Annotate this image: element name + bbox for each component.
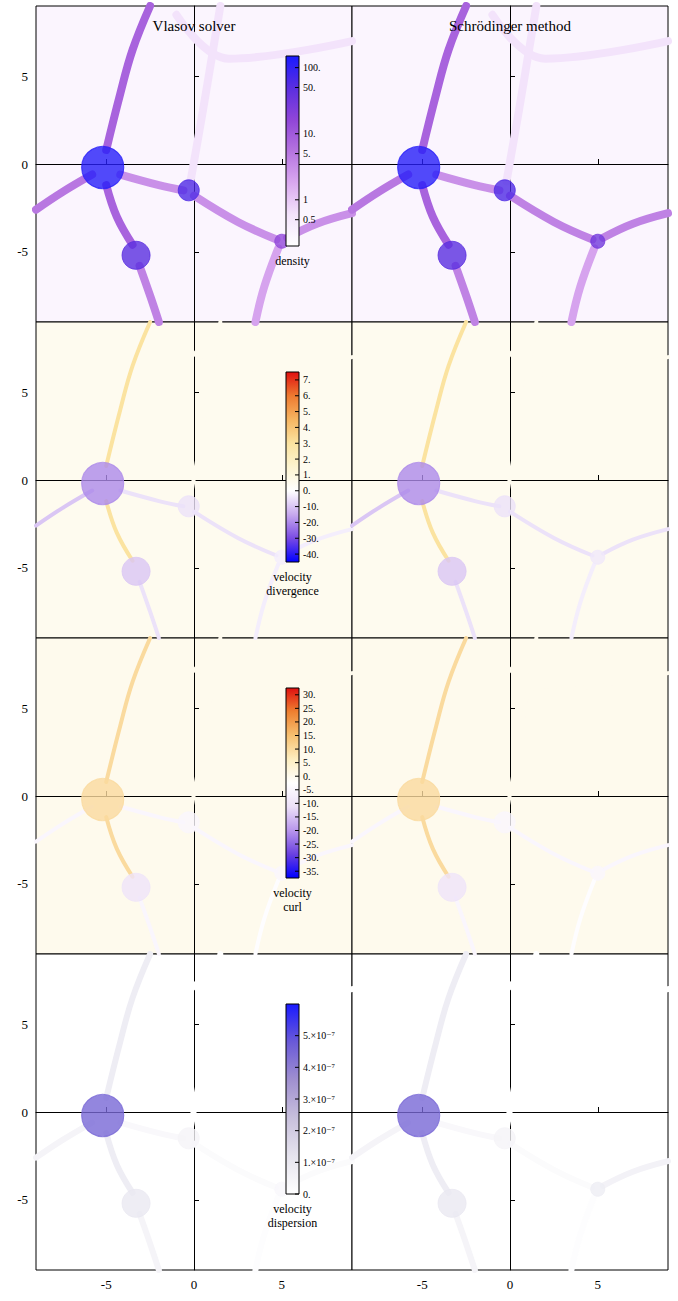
- svg-text:-30.: -30.: [303, 533, 319, 544]
- svg-text:3.×10⁻⁷: 3.×10⁻⁷: [303, 1094, 335, 1105]
- svg-text:-25.: -25.: [303, 839, 319, 850]
- svg-text:1: 1: [303, 194, 308, 205]
- svg-text:-5: -5: [417, 1277, 428, 1292]
- svg-text:curl: curl: [283, 900, 302, 914]
- svg-text:dispersion: dispersion: [268, 1216, 317, 1230]
- svg-text:2.×10⁻⁷: 2.×10⁻⁷: [303, 1125, 335, 1136]
- svg-text:10.: 10.: [303, 744, 316, 755]
- svg-text:5: 5: [595, 1277, 602, 1292]
- svg-text:6.: 6.: [303, 390, 311, 401]
- svg-text:-5: -5: [17, 560, 28, 575]
- svg-text:-40.: -40.: [303, 549, 319, 560]
- svg-text:-10.: -10.: [303, 501, 319, 512]
- svg-text:0: 0: [22, 157, 29, 172]
- svg-text:-5.: -5.: [303, 784, 314, 795]
- svg-text:0.: 0.: [303, 485, 311, 496]
- svg-text:5: 5: [22, 1017, 29, 1032]
- svg-text:0: 0: [22, 789, 29, 804]
- svg-text:10.: 10.: [303, 128, 316, 139]
- svg-text:5: 5: [22, 385, 29, 400]
- svg-text:5.×10⁻⁷: 5.×10⁻⁷: [303, 1030, 335, 1041]
- svg-text:Vlasov solver: Vlasov solver: [153, 18, 236, 34]
- svg-text:0: 0: [22, 473, 29, 488]
- svg-text:0: 0: [191, 1277, 198, 1292]
- svg-text:4.: 4.: [303, 422, 311, 433]
- svg-text:-30.: -30.: [303, 852, 319, 863]
- svg-text:3.: 3.: [303, 438, 311, 449]
- svg-text:-5: -5: [101, 1277, 112, 1292]
- svg-text:30.: 30.: [303, 689, 316, 700]
- svg-text:0.: 0.: [303, 771, 311, 782]
- svg-text:-5: -5: [17, 244, 28, 259]
- svg-text:5.: 5.: [303, 148, 311, 159]
- svg-text:-35.: -35.: [303, 866, 319, 877]
- svg-text:-10.: -10.: [303, 798, 319, 809]
- svg-text:density: density: [275, 254, 310, 268]
- svg-text:-5: -5: [17, 876, 28, 891]
- svg-text:1.×10⁻⁷: 1.×10⁻⁷: [303, 1157, 335, 1168]
- svg-text:Schrödinger method: Schrödinger method: [449, 18, 572, 34]
- svg-text:5: 5: [22, 69, 29, 84]
- svg-text:0.: 0.: [303, 1189, 311, 1200]
- svg-text:0: 0: [22, 1105, 29, 1120]
- svg-text:-15.: -15.: [303, 811, 319, 822]
- svg-text:-20.: -20.: [303, 825, 319, 836]
- svg-text:velocity: velocity: [273, 570, 312, 584]
- svg-text:divergence: divergence: [266, 584, 318, 598]
- svg-text:50.: 50.: [303, 82, 316, 93]
- svg-text:4.×10⁻⁷: 4.×10⁻⁷: [303, 1062, 335, 1073]
- svg-text:velocity: velocity: [273, 886, 312, 900]
- svg-text:25.: 25.: [303, 703, 316, 714]
- svg-text:15.: 15.: [303, 730, 316, 741]
- svg-text:2.: 2.: [303, 454, 311, 465]
- svg-text:5: 5: [279, 1277, 286, 1292]
- svg-text:0: 0: [507, 1277, 514, 1292]
- svg-text:5.: 5.: [303, 757, 311, 768]
- svg-text:velocity: velocity: [273, 1202, 312, 1216]
- svg-text:20.: 20.: [303, 716, 316, 727]
- svg-text:1.: 1.: [303, 469, 311, 480]
- svg-text:-20.: -20.: [303, 517, 319, 528]
- svg-text:100.: 100.: [303, 62, 321, 73]
- svg-text:7.: 7.: [303, 374, 311, 385]
- svg-text:5: 5: [22, 701, 29, 716]
- svg-text:0.5: 0.5: [303, 214, 316, 225]
- svg-text:-5: -5: [17, 1192, 28, 1207]
- svg-text:5.: 5.: [303, 406, 311, 417]
